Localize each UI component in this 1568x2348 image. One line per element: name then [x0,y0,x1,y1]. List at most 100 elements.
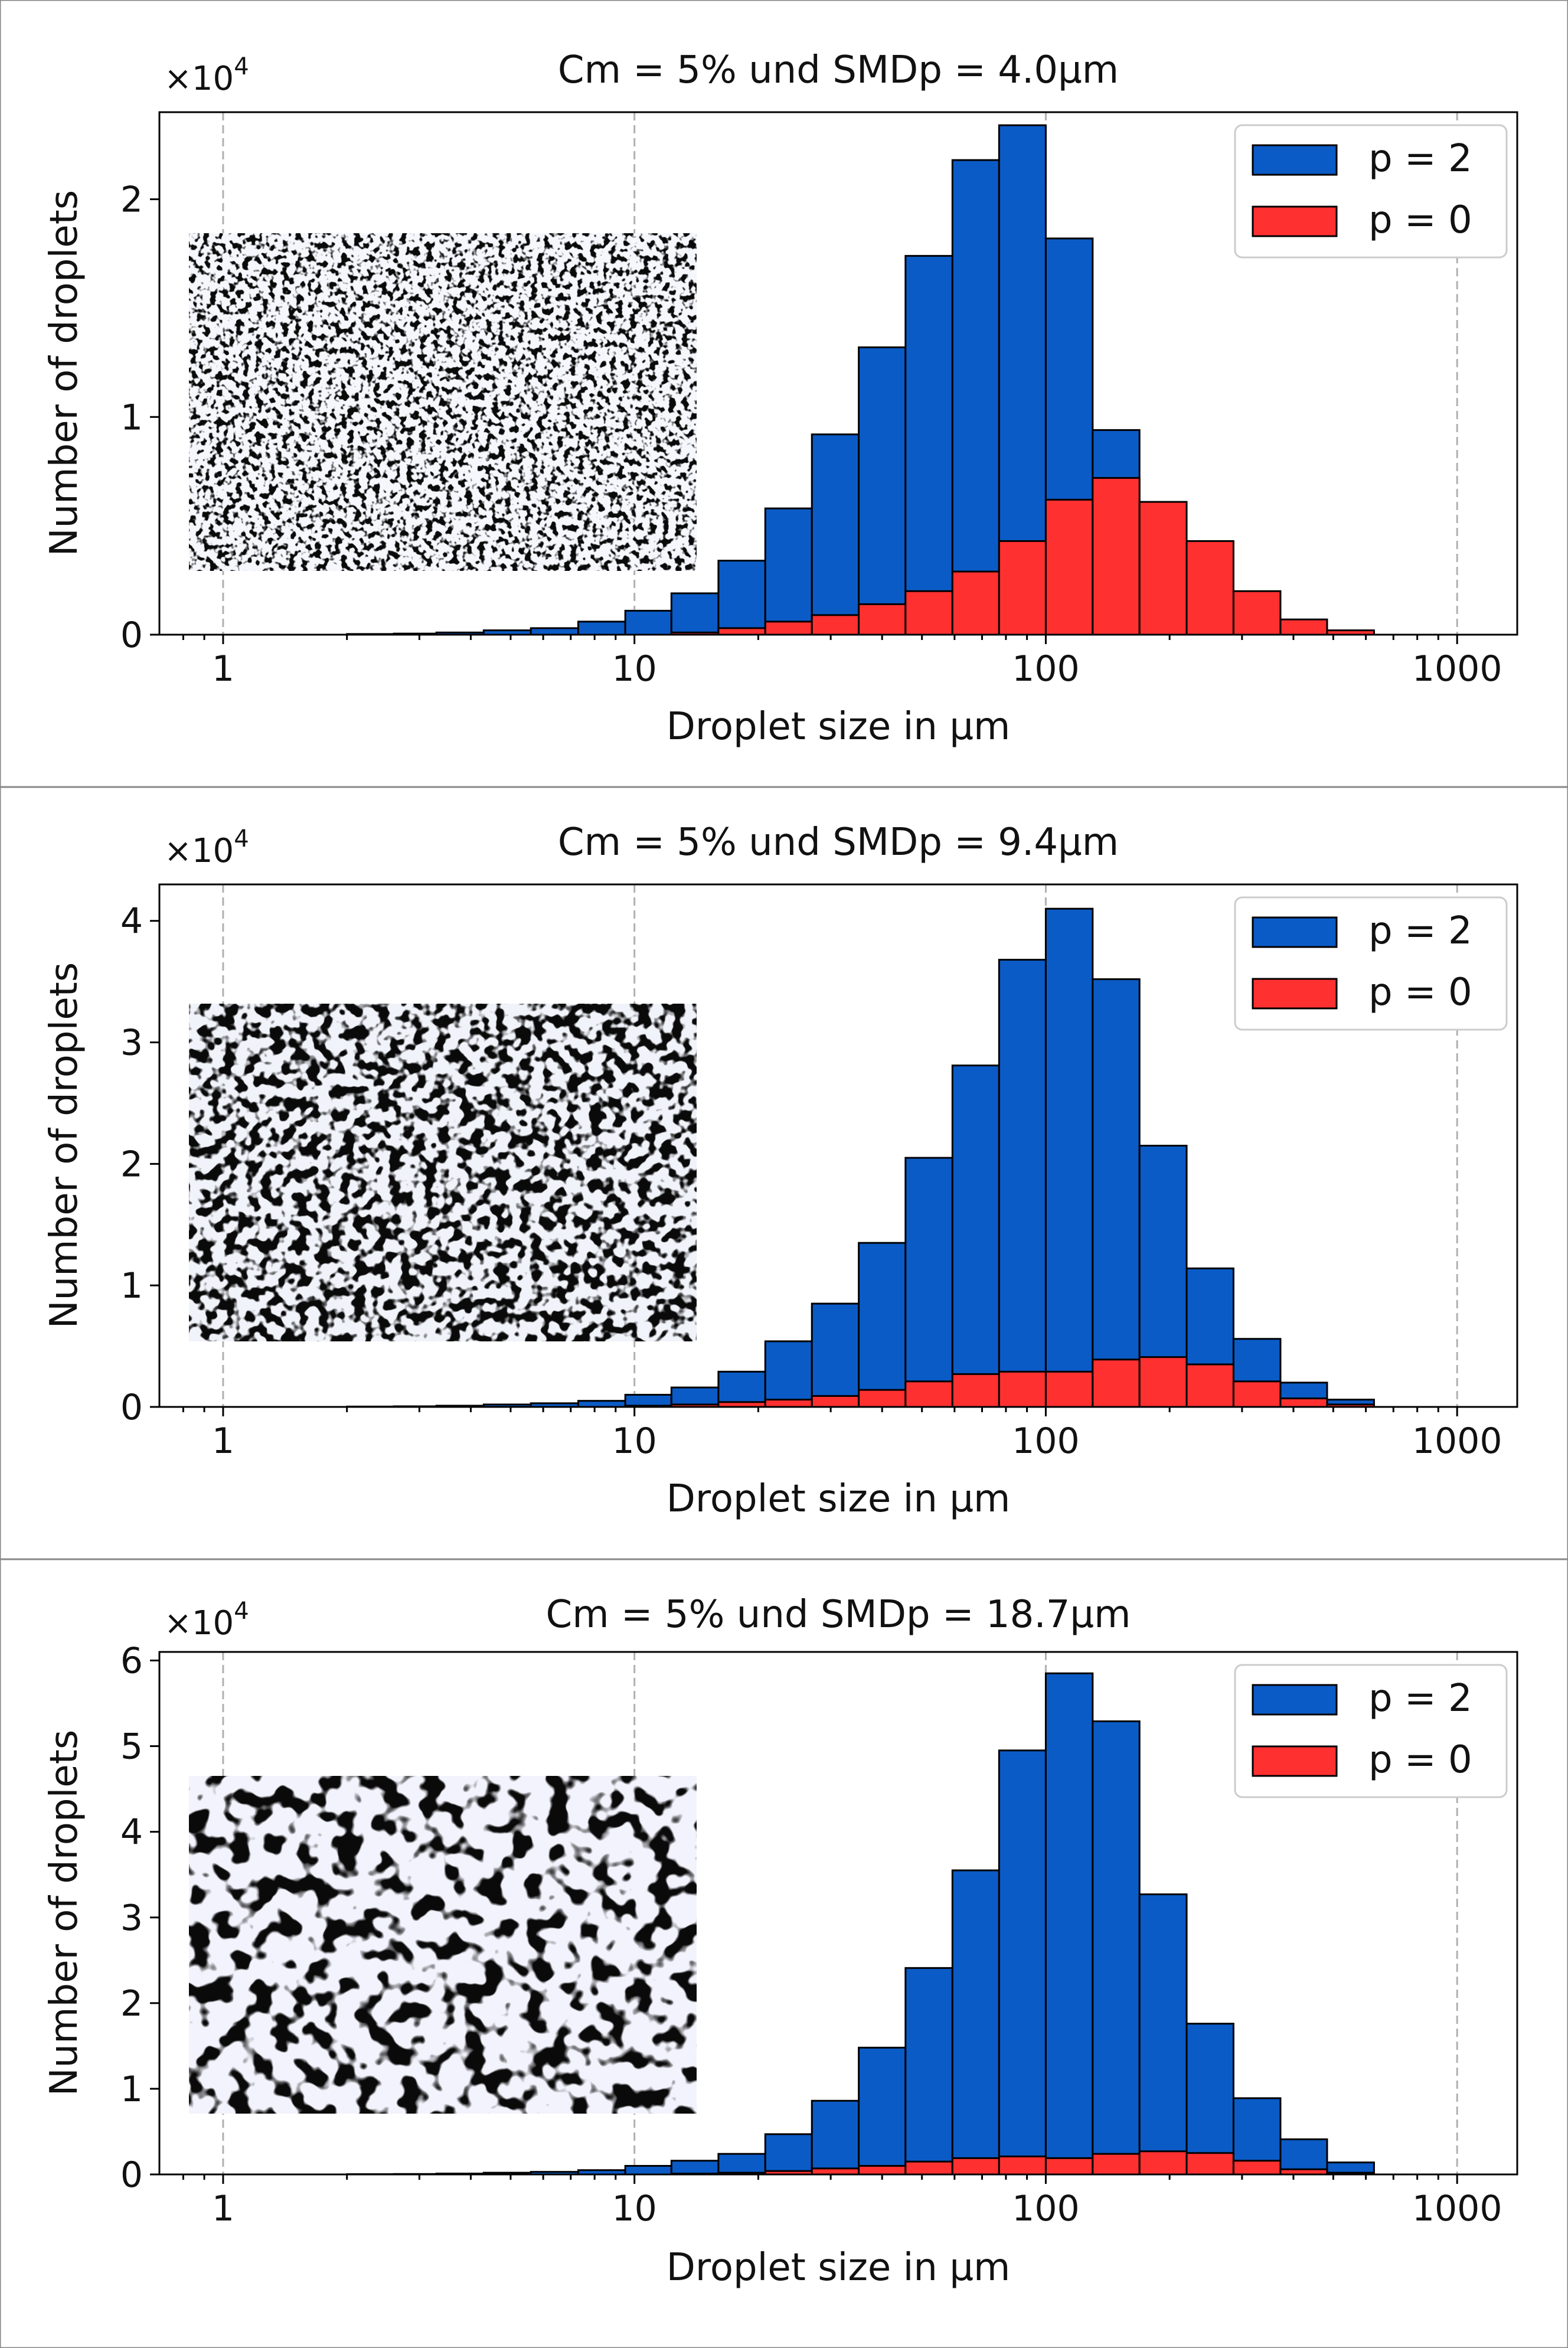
y-multiplier: ×104 [164,53,249,98]
bar-p0 [1279,1397,1328,1408]
y-tick-label: 2 [120,179,143,221]
chart-panel-3: Cm = 5% und SMDp = 18.7µm Number of drop… [43,1593,1518,2290]
y-tick-label: 2 [120,1144,143,1185]
y-multiplier-base: ×10 [164,60,234,98]
x-tick-label: 10 [612,648,657,690]
bar-p0 [904,590,953,636]
bar-p2 [764,2133,813,2176]
y-axis-label: Number of droplets [43,962,86,1328]
bar-p2 [717,2153,766,2176]
y-tick-label: 3 [120,1023,143,1064]
y-multiplier: ×104 [164,825,249,870]
bar-p2 [717,560,766,636]
y-tick-label: 1 [120,1265,143,1307]
bar-p0 [1185,2152,1234,2176]
bar-p2 [1044,1672,1094,2176]
bar-p0 [904,1380,953,1408]
y-multiplier-exponent: 4 [234,1598,249,1625]
bar-p2 [811,1302,860,1408]
y-multiplier-exponent: 4 [234,53,249,80]
bar-p0 [1138,2150,1188,2176]
x-tick-label: 100 [1012,648,1080,690]
x-tick-label: 1000 [1412,2188,1502,2229]
axes-frame [158,883,1518,1408]
bar-p2 [1092,1720,1141,2176]
bar-p0 [1092,2153,1141,2176]
bar-p0 [858,603,907,636]
chart-panel-1: Cm = 5% und SMDp = 4.0µm Number of dropl… [43,48,1518,749]
bar-p2 [670,592,720,636]
micrograph-inset [189,1004,697,1341]
legend-label: p = 2 [1368,137,1472,181]
bar-p2 [1092,978,1141,1408]
panel-2: Cm = 5% und SMDp = 9.4µm Number of dropl… [0,786,1568,1560]
legend-swatch-p0 [1252,1745,1338,1777]
bar-p0 [764,621,813,636]
y-tick-label: 3 [120,1898,143,1939]
bar-p0 [1044,1370,1094,1408]
bar-p0 [764,1399,813,1408]
x-tick-label: 100 [1012,1420,1080,1462]
micrograph-inset [189,233,697,571]
legend-swatch-p2 [1252,916,1338,948]
y-tick-label: 2 [120,1983,143,2024]
bar-p2 [1138,1893,1188,2176]
bar-p0 [1044,498,1094,636]
bar-p2 [951,1869,1000,2176]
bar-p2 [951,1064,1000,1408]
bar-p2 [998,959,1047,1408]
bar-p2 [858,2046,907,2176]
bar-p0 [998,1370,1047,1408]
bar-p2 [858,1242,907,1408]
bar-p2 [670,2160,720,2176]
y-multiplier-exponent: 4 [234,825,249,853]
chart-title: Cm = 5% und SMDp = 4.0µm [558,48,1119,92]
axes-frame [158,1651,1518,2176]
bar-p0 [858,1389,907,1408]
y-multiplier: ×104 [164,1598,249,1642]
x-tick-label: 1 [212,1420,234,1462]
x-tick-label: 1000 [1412,648,1502,690]
bar-p2 [904,1157,953,1408]
y-tick-label: 0 [120,1387,143,1428]
bar-p0 [1232,1380,1282,1408]
panel-1: Cm = 5% und SMDp = 4.0µm Number of dropl… [0,0,1568,788]
bar-p0 [1092,477,1141,636]
bar-p0 [1138,1356,1188,1408]
legend-swatch-p2 [1252,1684,1338,1716]
bar-p0 [904,2160,953,2176]
legend-swatch-p2 [1252,144,1338,176]
x-tick-label: 1 [212,648,234,690]
bar-p2 [1044,907,1094,1408]
bar-p0 [1092,1358,1141,1408]
y-tick-label: 1 [120,2069,143,2110]
legend-swatch-p0 [1252,978,1338,1010]
x-tick-label: 10 [612,1420,657,1462]
bar-p2 [764,507,813,636]
bar-p0 [1232,590,1282,636]
bar-p2 [624,609,672,636]
bar-p0 [951,2157,1000,2176]
legend-label: p = 0 [1368,198,1472,242]
bar-p2 [904,1967,953,2176]
panel-3: Cm = 5% und SMDp = 18.7µm Number of drop… [0,1558,1568,2348]
bar-p2 [624,2164,672,2176]
y-tick-label: 0 [120,2154,143,2196]
legend-label: p = 2 [1368,909,1472,953]
y-multiplier-base: ×10 [164,832,234,870]
axes-frame [158,111,1518,636]
bar-p2 [811,433,860,636]
bar-p0 [951,570,1000,636]
x-axis-label: Droplet size in µm [667,2246,1011,2290]
x-tick-label: 1000 [1412,1420,1502,1462]
bar-p0 [998,2156,1047,2176]
y-multiplier-base: ×10 [164,1604,234,1642]
bar-p2 [577,1400,626,1408]
bar-p2 [530,627,579,636]
y-axis-label: Number of droplets [43,1730,86,2096]
bar-p0 [1185,540,1234,636]
x-axis-label: Droplet size in µm [667,1477,1011,1521]
y-tick-label: 4 [120,1812,143,1853]
bar-p0 [998,540,1047,636]
